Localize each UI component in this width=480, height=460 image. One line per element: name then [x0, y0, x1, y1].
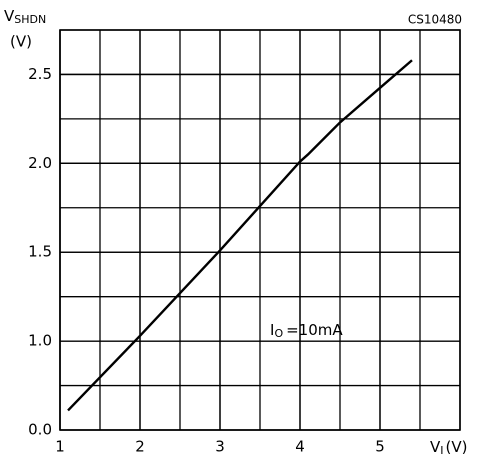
y-tick-label: 1.5 [28, 243, 52, 261]
x-tick-label: 4 [295, 438, 305, 456]
annotation: IO =10mA [270, 321, 343, 341]
x-label-main: V [430, 438, 441, 456]
x-tick-label: 1 [55, 438, 65, 456]
y-label-sub: SHDN [14, 13, 46, 26]
x-label-sub: I [440, 444, 443, 457]
y-axis-unit: (V) [10, 33, 32, 51]
x-tick-label: 5 [375, 438, 385, 456]
y-tick-label: 0.0 [28, 421, 52, 439]
y-tick-label: 2.0 [28, 154, 52, 172]
x-axis-label: VI (V) [430, 438, 467, 458]
x-tick-label: 2 [135, 438, 145, 456]
series-line [67, 59, 413, 412]
y-axis-label: VSHDN [4, 7, 46, 27]
y-tick-label: 2.5 [28, 65, 52, 83]
annotation-main: I [270, 321, 274, 339]
y-tick-label: 1.0 [28, 332, 52, 350]
x-label-unit: (V) [446, 438, 468, 456]
annotation-rest: =10mA [286, 321, 343, 339]
x-tick-label: 3 [215, 438, 225, 456]
figure-code: CS10480 [408, 13, 462, 27]
y-label-main: V [4, 7, 15, 25]
annotation-sub: O [274, 327, 283, 340]
